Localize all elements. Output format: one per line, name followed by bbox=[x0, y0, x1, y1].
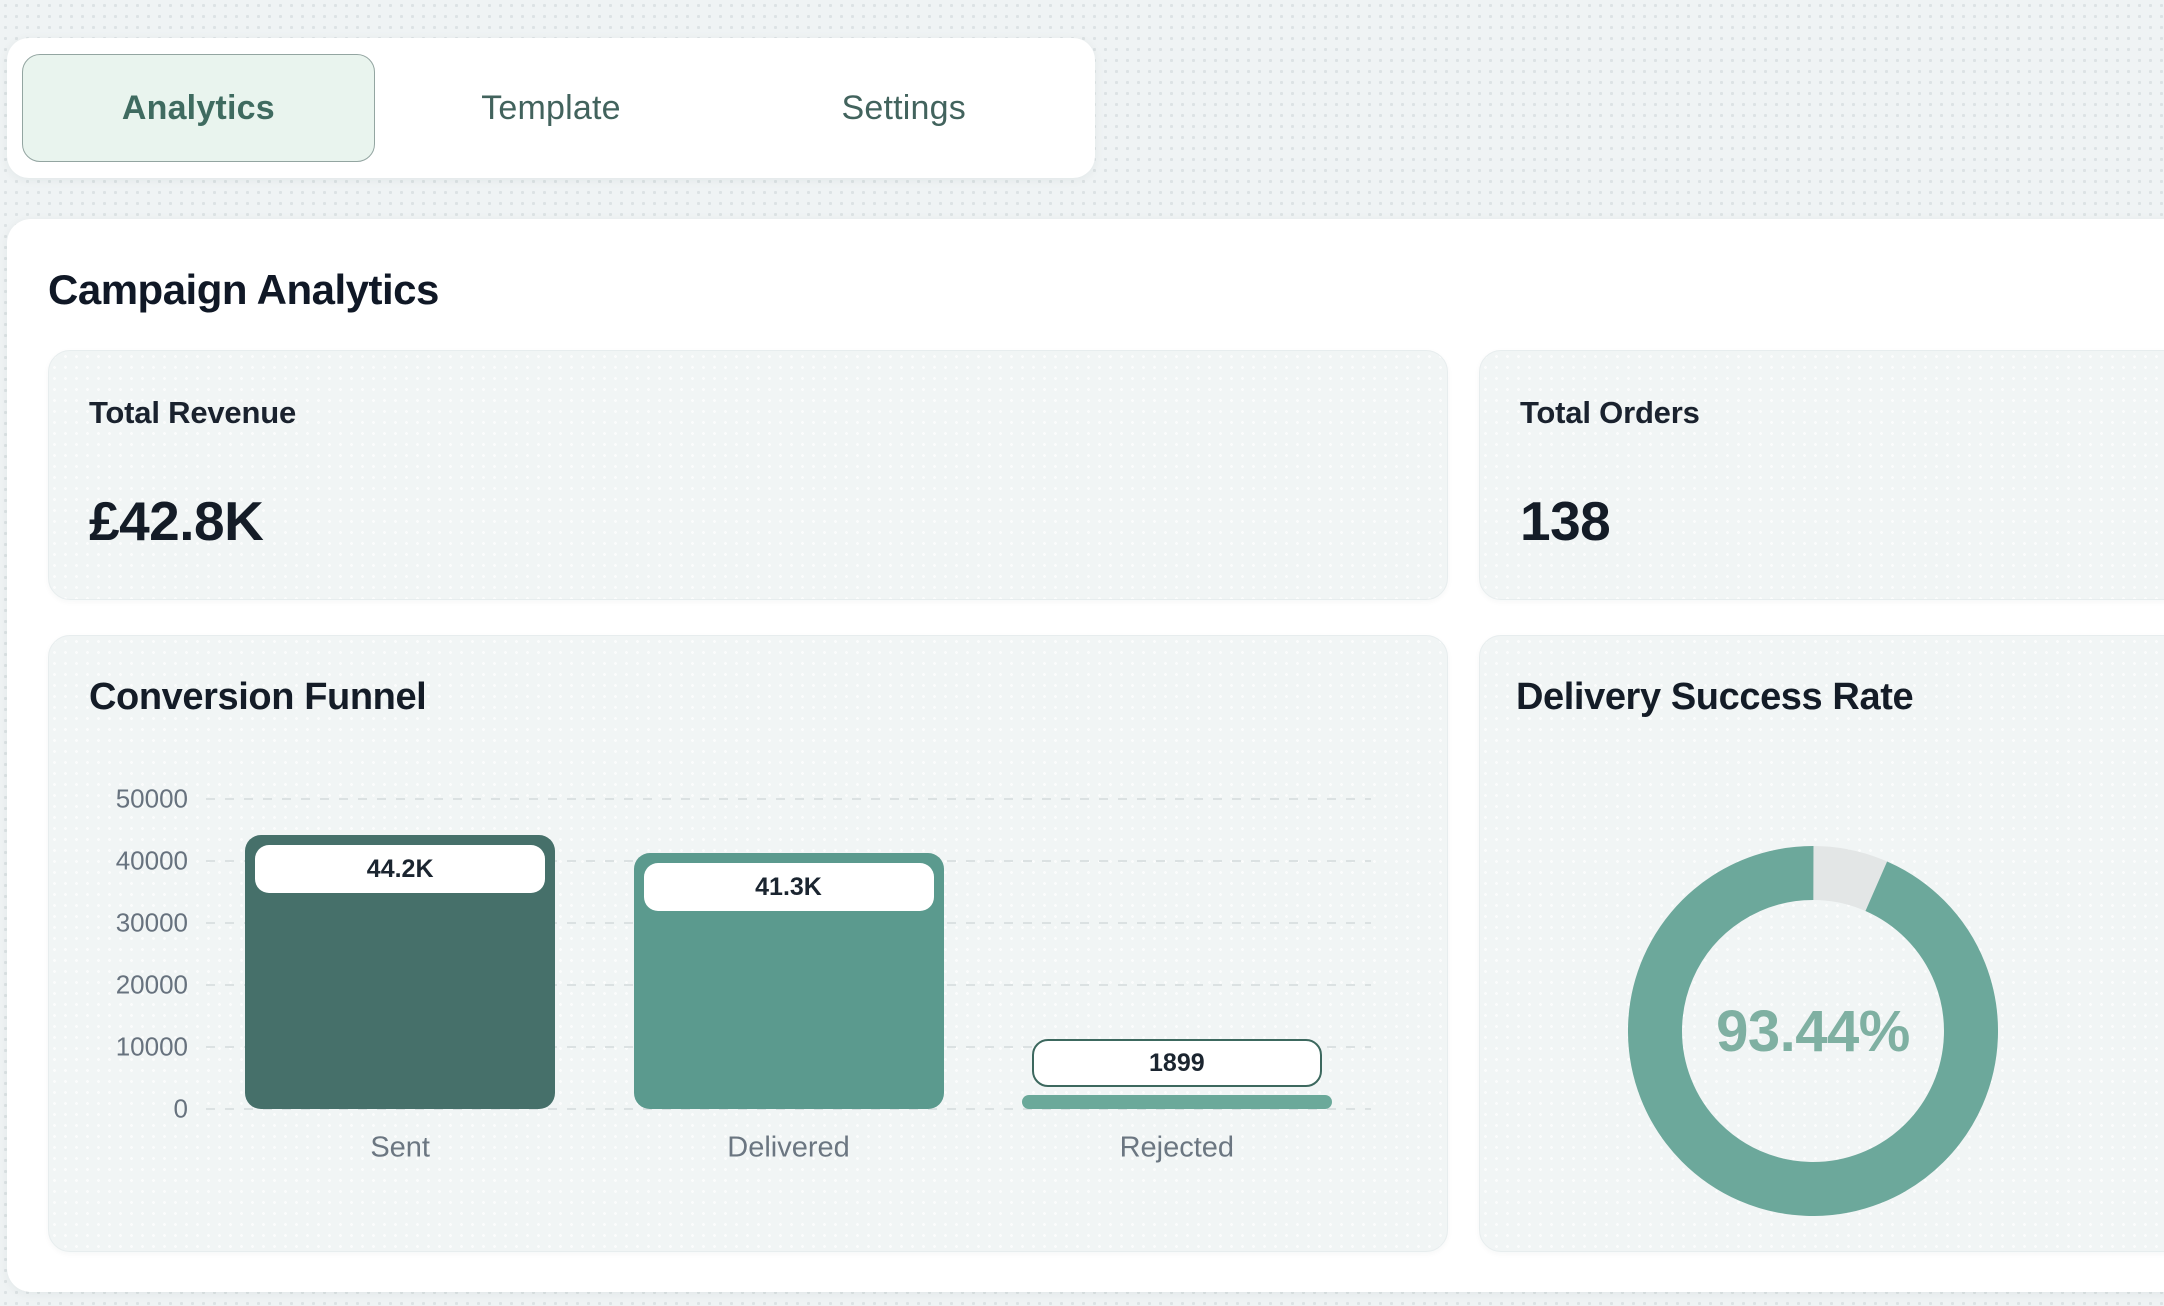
total-revenue-card: Total Revenue £42.8K bbox=[48, 350, 1448, 600]
delivery-success-donut: 93.44% bbox=[1628, 846, 1998, 1216]
delivery-success-card: Delivery Success Rate 93.44% bbox=[1479, 635, 2164, 1252]
delivery-success-value: 93.44% bbox=[1716, 998, 1910, 1064]
x-label-delivered: Delivered bbox=[727, 1131, 850, 1164]
y-tick-40000: 40000 bbox=[115, 845, 188, 876]
bar-value-label-delivered: 41.3K bbox=[643, 863, 934, 911]
bar-value-label-sent: 44.2K bbox=[255, 845, 546, 893]
tab-template[interactable]: Template bbox=[481, 88, 621, 127]
page-title: Campaign Analytics bbox=[48, 266, 439, 313]
y-tick-30000: 30000 bbox=[115, 907, 188, 938]
conversion-funnel-card: Conversion Funnel 0 10000 20000 30000 40000 5… bbox=[48, 635, 1448, 1252]
donut-chart-svg bbox=[1628, 846, 1998, 1216]
total-orders-label: Total Orders bbox=[1520, 395, 1700, 430]
total-revenue-label: Total Revenue bbox=[89, 395, 296, 430]
y-tick-0: 0 bbox=[173, 1093, 188, 1124]
y-tick-50000: 50000 bbox=[115, 783, 188, 814]
conversion-funnel-chart: 0 10000 20000 30000 40000 50000 44.2K Sent 41.3K… bbox=[49, 636, 1447, 1251]
total-orders-value: 138 bbox=[1520, 490, 1611, 552]
y-tick-10000: 10000 bbox=[115, 1031, 188, 1062]
conversion-funnel-title: Conversion Funnel bbox=[89, 676, 427, 718]
bar-rejected bbox=[1021, 1095, 1332, 1109]
delivery-success-title: Delivery Success Rate bbox=[1516, 676, 1914, 718]
x-label-sent: Sent bbox=[370, 1131, 430, 1164]
bar-value-label-rejected: 1899 bbox=[1031, 1039, 1322, 1087]
gridline-50000 bbox=[206, 798, 1371, 800]
total-orders-card: Total Orders 138 bbox=[1479, 350, 2164, 600]
total-revenue-value: £42.8K bbox=[89, 490, 264, 552]
tab-analytics[interactable]: Analytics bbox=[22, 54, 375, 162]
x-label-rejected: Rejected bbox=[1119, 1131, 1235, 1164]
y-tick-20000: 20000 bbox=[115, 969, 188, 1000]
tab-settings[interactable]: Settings bbox=[841, 88, 966, 127]
tab-bar: Analytics Template Settings bbox=[7, 38, 1095, 178]
gridline-0 bbox=[206, 1108, 1371, 1110]
